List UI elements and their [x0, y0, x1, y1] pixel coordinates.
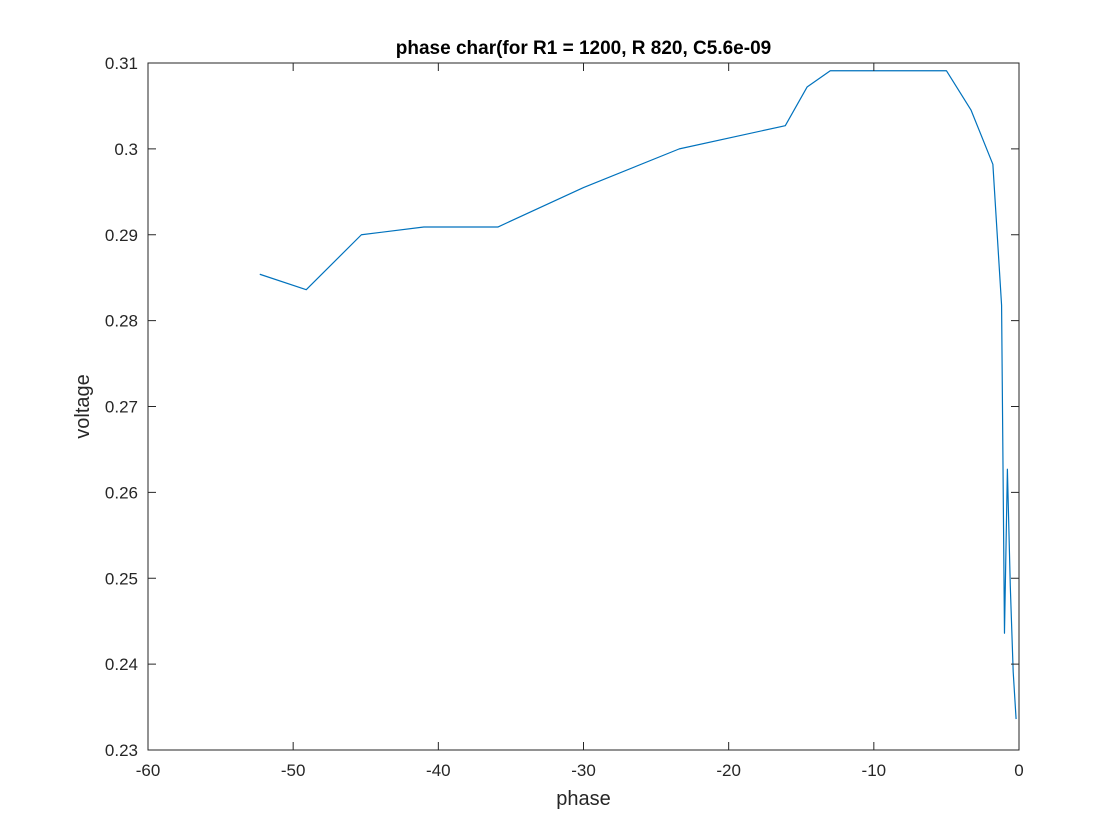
chart-title: phase char(for R1 = 1200, R 820, C5.6e-0… — [396, 38, 771, 59]
x-tick-label: -10 — [862, 761, 887, 780]
x-axis-label: phase — [556, 788, 611, 810]
y-tick-label: 0.27 — [105, 398, 138, 417]
x-axis: -60 -50 -40 -30 -20 -10 0 — [136, 63, 1024, 780]
y-axis: 0.23 0.24 0.25 0.26 0.27 0.28 0.29 0.3 0.31 — [105, 54, 1019, 760]
y-tick-label: 0.25 — [105, 569, 138, 588]
x-tick-label: -20 — [716, 761, 741, 780]
y-tick-label: 0.31 — [105, 54, 138, 73]
y-tick-label: 0.28 — [105, 312, 138, 331]
y-tick-label: 0.24 — [105, 655, 138, 674]
x-tick-label: -40 — [426, 761, 451, 780]
y-tick-label: 0.23 — [105, 741, 138, 760]
x-tick-label: -60 — [136, 761, 161, 780]
y-axis-label: voltage — [72, 374, 94, 439]
x-tick-label: -30 — [571, 761, 596, 780]
y-tick-label: 0.3 — [114, 140, 138, 159]
plot-area — [148, 63, 1019, 750]
y-tick-label: 0.26 — [105, 483, 138, 502]
x-tick-label: 0 — [1014, 761, 1023, 780]
x-tick-label: -50 — [281, 761, 306, 780]
y-tick-label: 0.29 — [105, 226, 138, 245]
